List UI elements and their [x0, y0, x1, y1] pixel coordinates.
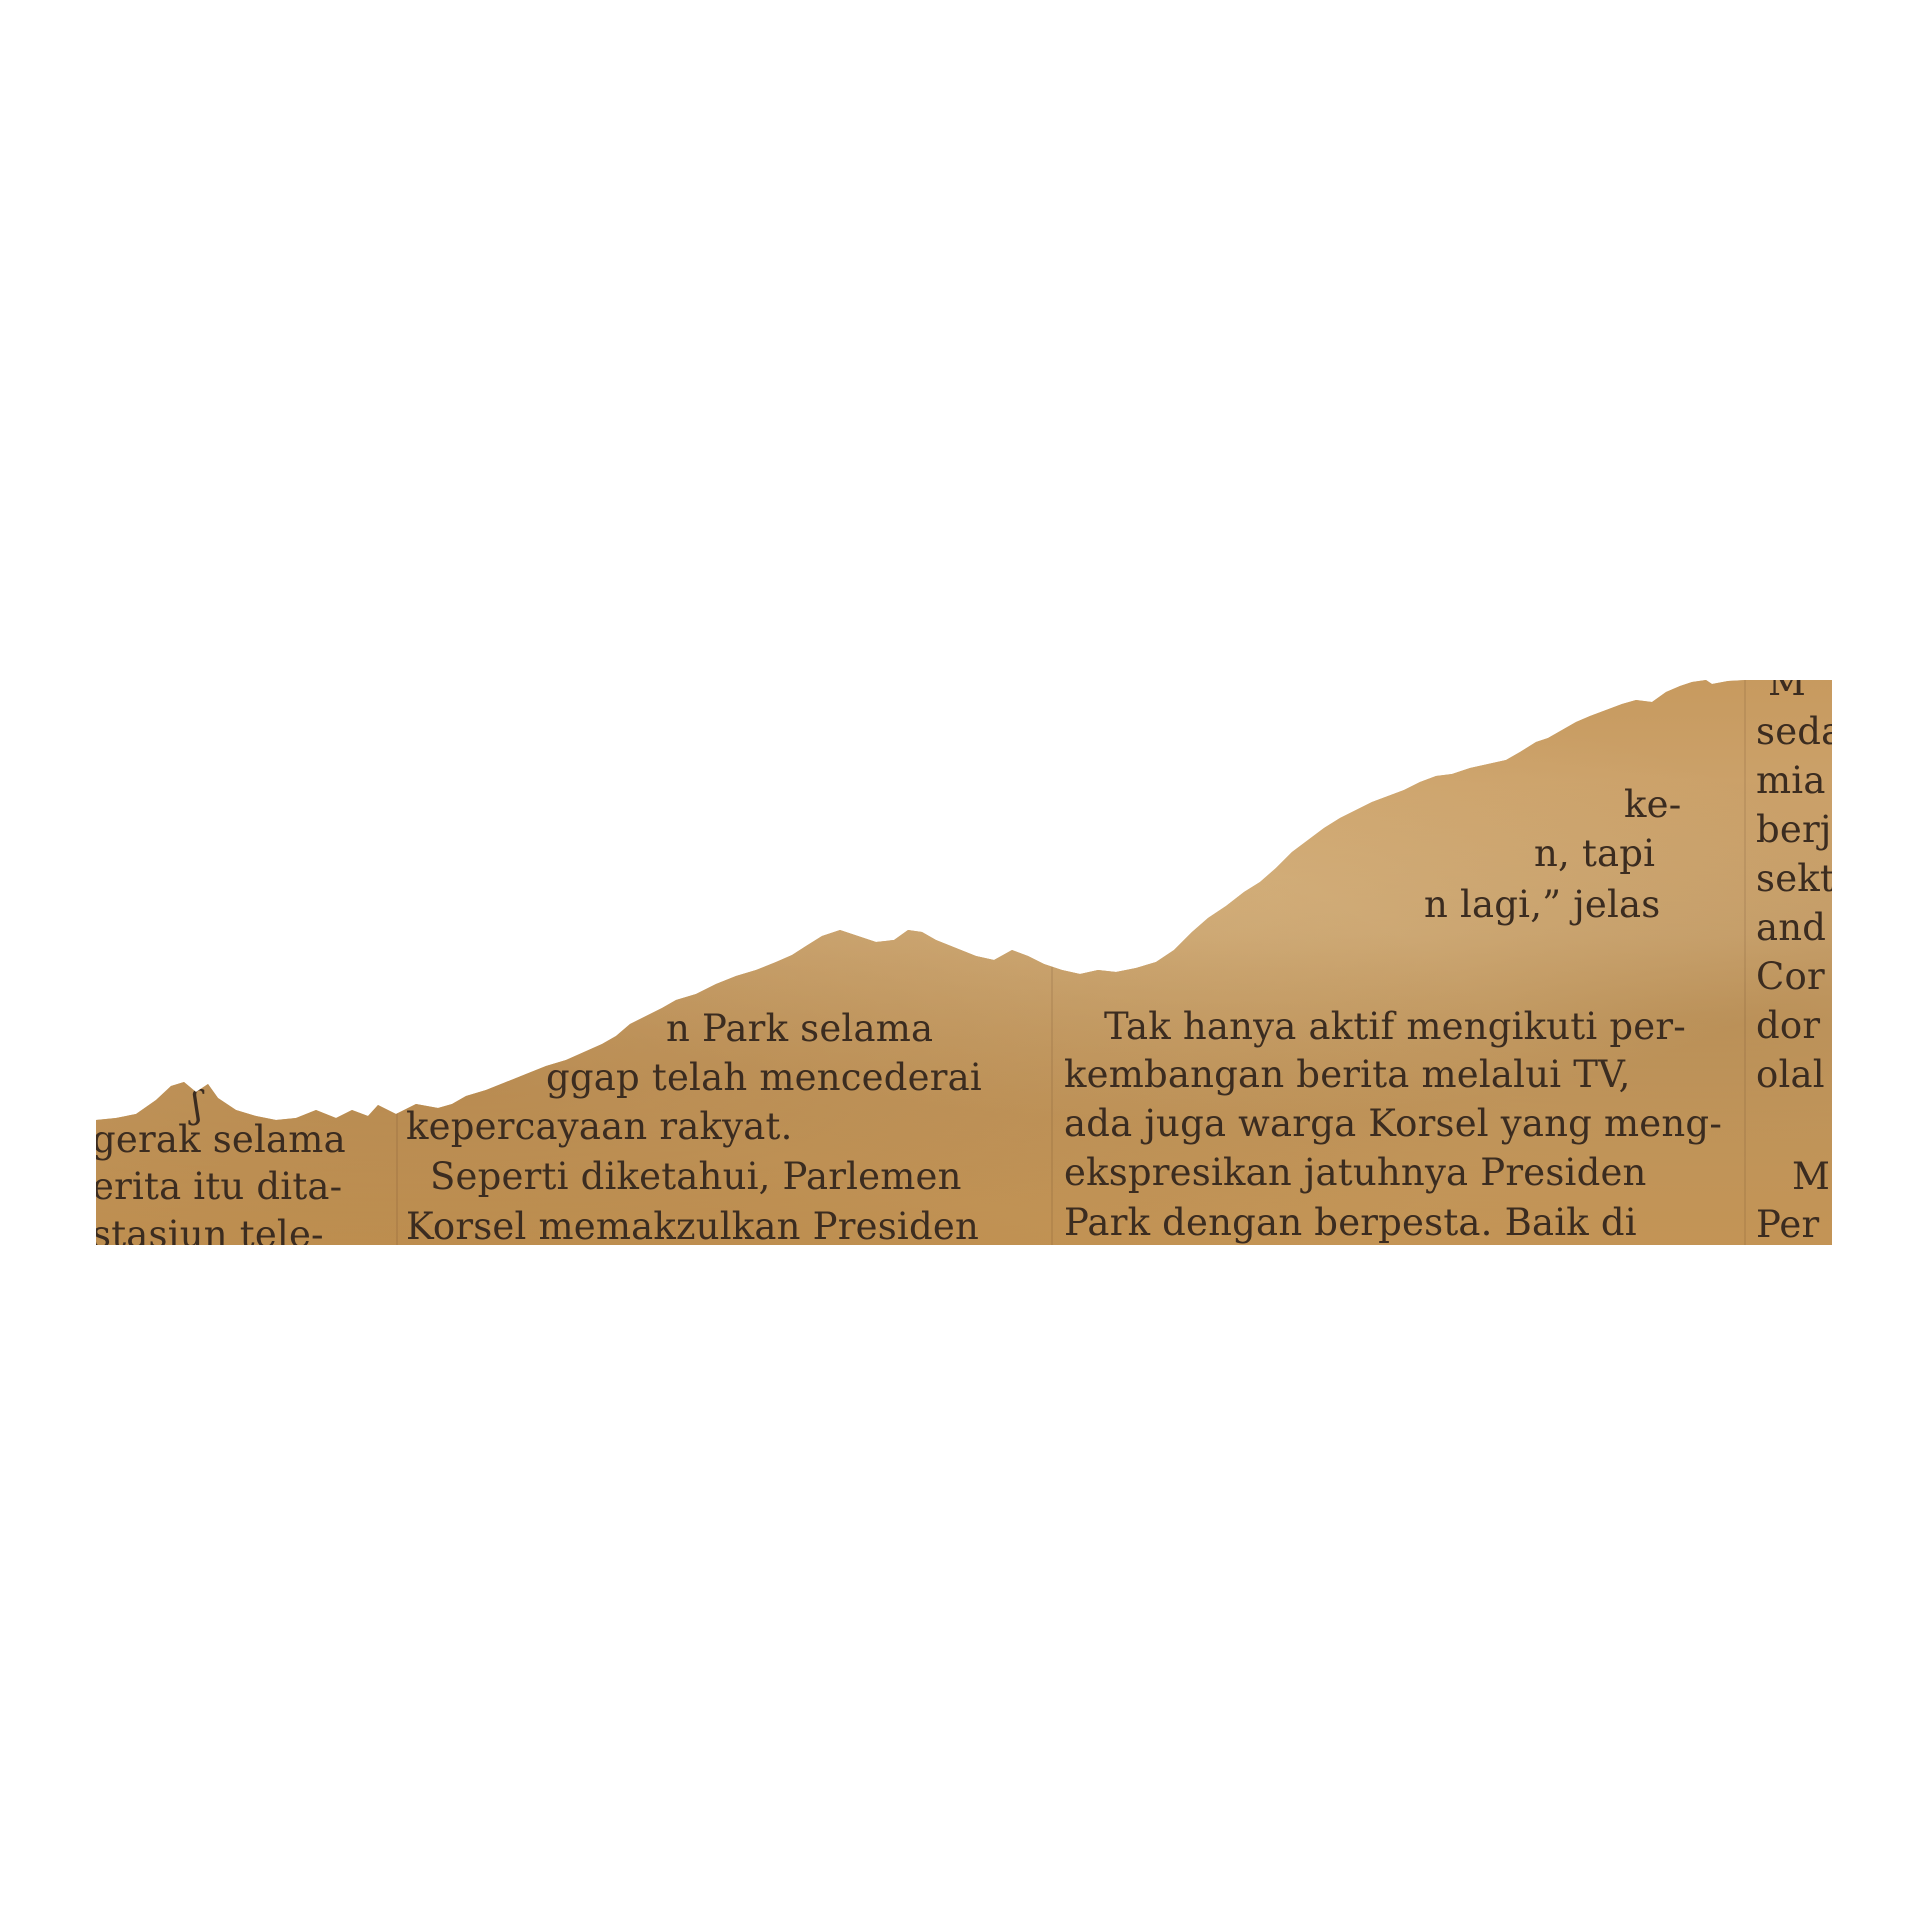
text-line: M: [1768, 680, 1807, 704]
text-line: Per: [1756, 1203, 1820, 1245]
column-rule: [1744, 680, 1746, 1245]
text-line: mia: [1756, 759, 1826, 802]
text-line: ke-: [1624, 783, 1682, 826]
text-line: n, tapi: [1534, 832, 1656, 875]
text-line: dor: [1756, 1004, 1821, 1047]
text-line: sekt: [1756, 857, 1832, 900]
text-line: Tak hanya aktif mengikuti per-: [1104, 1005, 1686, 1048]
text-line: Park dengan berpesta. Baik di: [1064, 1201, 1637, 1244]
column-rule: [1051, 680, 1053, 1245]
text-line: M: [1792, 1155, 1831, 1198]
text-line: ggap telah mencederai: [546, 1056, 982, 1099]
text-line: Seperti diketahui, Parlemen: [430, 1155, 962, 1198]
text-line: olal: [1756, 1053, 1825, 1096]
text-line: kepercayaan rakyat.: [406, 1105, 793, 1148]
text-line: kembangan berita melalui TV,: [1064, 1053, 1631, 1096]
text-line: seda: [1756, 710, 1822, 753]
torn-newspaper-strip: ʃ gerak selama erita itu dita- stasiun t…: [96, 680, 1832, 1245]
text-line: berj: [1756, 808, 1832, 851]
text-line: Korsel memakzulkan Presiden: [406, 1205, 979, 1245]
text-line: Cor: [1756, 955, 1825, 998]
text-line: gerak selama: [96, 1118, 346, 1161]
text-line: n lagi,” jelas: [1424, 883, 1661, 926]
text-line: and: [1756, 906, 1827, 949]
text-line: stasiun tele-: [96, 1213, 324, 1245]
text-line: ʃ: [192, 1083, 203, 1126]
text-line: ada juga warga Korsel yang meng-: [1064, 1102, 1723, 1145]
text-line: n Park selama: [666, 1007, 934, 1050]
text-line: erita itu dita-: [96, 1165, 343, 1208]
column-rule: [396, 680, 398, 1245]
text-line: ekspresikan jatuhnya Presiden: [1064, 1151, 1647, 1194]
